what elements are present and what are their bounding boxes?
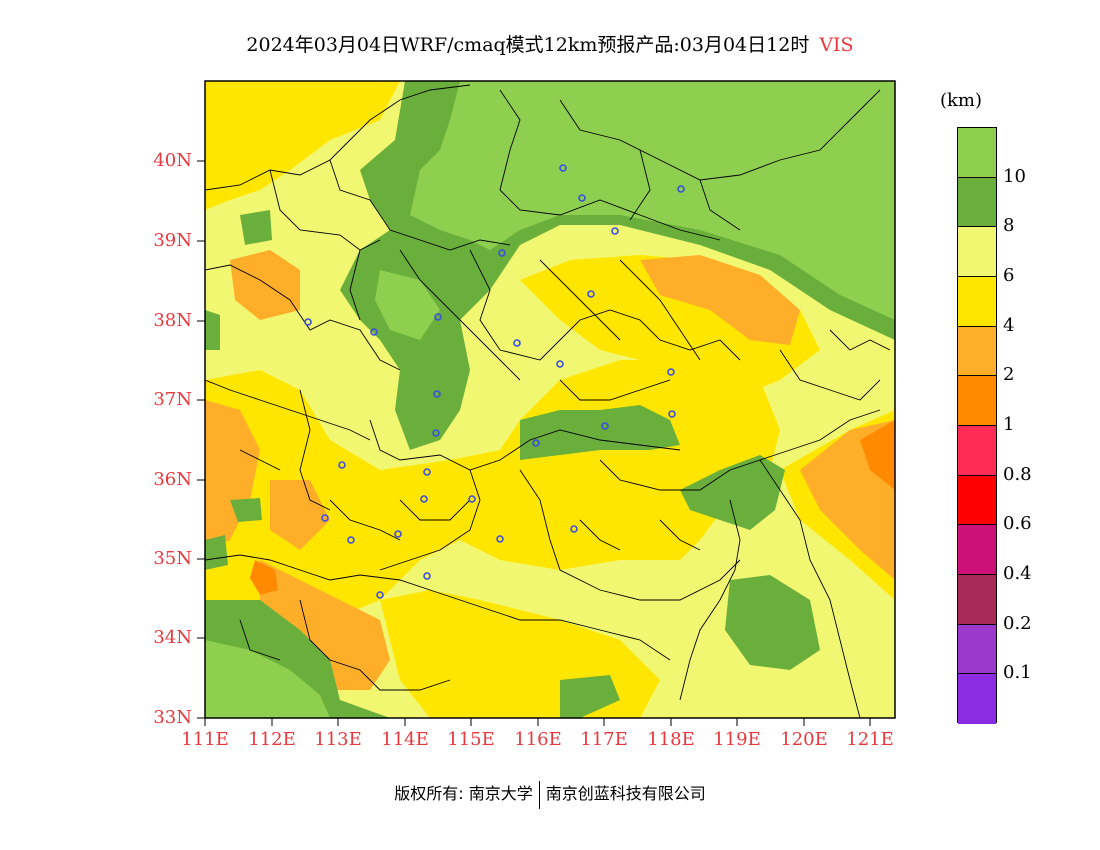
footer: 版权所有: 南京大学 南京创蓝科技有限公司 xyxy=(0,780,1100,809)
colorbar-segment xyxy=(958,574,996,625)
colorbar-segment xyxy=(958,475,996,526)
colorbar-segment xyxy=(958,177,996,228)
colorbar-label: 0.6 xyxy=(1003,513,1032,535)
colorbar-segment xyxy=(958,376,996,426)
lon-label-118e: 118E xyxy=(647,729,695,750)
map-title: 2024年03月04日WRF/cmaq模式12km预报产品:03月04日12时 V… xyxy=(0,30,1100,57)
lat-label-36n: 36N xyxy=(153,469,192,490)
vis-dark-green-region xyxy=(205,535,228,570)
vis-orange-region xyxy=(260,560,390,690)
colorbar-segment xyxy=(958,425,996,476)
lon-label-115e: 115E xyxy=(447,729,495,750)
vis-dark-orange-region xyxy=(250,560,278,595)
colorbar-label: 0.1 xyxy=(1003,662,1032,684)
lat-label-37n: 37N xyxy=(153,389,192,410)
colorbar-label: 10 xyxy=(1003,165,1026,187)
vis-dark-green-region xyxy=(520,405,680,460)
axis-ticks xyxy=(197,160,871,726)
vis-dark-green-region xyxy=(230,498,262,522)
vis-orange-region xyxy=(270,480,330,550)
lat-label-34n: 34N xyxy=(153,627,192,648)
variable-label: VIS xyxy=(819,34,854,56)
colorbar-segment xyxy=(958,674,996,724)
lon-label-113e: 113E xyxy=(314,729,362,750)
colorbar-segment xyxy=(958,326,996,377)
lon-label-120e: 120E xyxy=(780,729,828,750)
colorbar-label: 2 xyxy=(1003,364,1015,386)
boundary-lines xyxy=(205,84,891,718)
vis-orange-region xyxy=(205,400,260,550)
footer-separator xyxy=(538,780,540,809)
lon-label-121e: 121E xyxy=(846,729,894,750)
colorbar-label: 4 xyxy=(1003,314,1015,336)
colorbar-label: 1 xyxy=(1003,414,1015,435)
lat-label-39n: 39N xyxy=(153,230,192,251)
company-text: 南京创蓝科技有限公司 xyxy=(545,784,706,803)
vis-orange-region xyxy=(230,250,300,320)
lon-label-116e: 116E xyxy=(514,729,562,750)
vis-light-green-region xyxy=(375,270,440,340)
vis-dark-green-region xyxy=(680,455,785,530)
colorbar-label: 8 xyxy=(1003,215,1015,237)
copyright-text: 版权所有: 南京大学 xyxy=(394,784,533,803)
colorbar xyxy=(957,127,997,724)
colorbar-segment xyxy=(958,128,996,178)
colorbar-label: 0.2 xyxy=(1003,612,1032,634)
vis-dark-green-region xyxy=(725,575,820,670)
station-markers xyxy=(304,164,685,599)
vis-dark-green-region xyxy=(240,210,272,245)
vis-dark-green-region xyxy=(560,675,620,718)
colorbar-label: 6 xyxy=(1003,265,1015,286)
vis-light-green-region xyxy=(600,95,800,170)
title-text: 2024年03月04日WRF/cmaq模式12km预报产品:03月04日12时 xyxy=(246,34,810,56)
lat-label-38n: 38N xyxy=(153,310,192,331)
colorbar-label: 0.8 xyxy=(1003,463,1032,485)
lat-label-35n: 35N xyxy=(153,548,192,569)
lon-label-119e: 119E xyxy=(713,729,761,750)
lon-label-114e: 114E xyxy=(381,729,429,750)
lat-label-33n: 33N xyxy=(153,707,192,728)
vis-dark-green-region xyxy=(205,310,220,350)
colorbar-segment xyxy=(958,276,996,327)
colorbar-segment xyxy=(958,227,996,277)
colorbar-segment xyxy=(958,525,996,575)
colorbar-segment xyxy=(958,624,996,675)
legend-unit: (km) xyxy=(940,90,983,111)
vis-orange-region xyxy=(640,255,800,345)
lon-label-111e: 111E xyxy=(181,729,229,750)
vis-dark-orange-region xyxy=(860,420,895,490)
lon-label-117e: 117E xyxy=(580,729,628,750)
lon-label-112e: 112E xyxy=(248,729,296,750)
colorbar-label: 0.4 xyxy=(1003,563,1032,584)
vis-light-green-region xyxy=(205,640,330,718)
lat-label-40n: 40N xyxy=(153,150,192,171)
